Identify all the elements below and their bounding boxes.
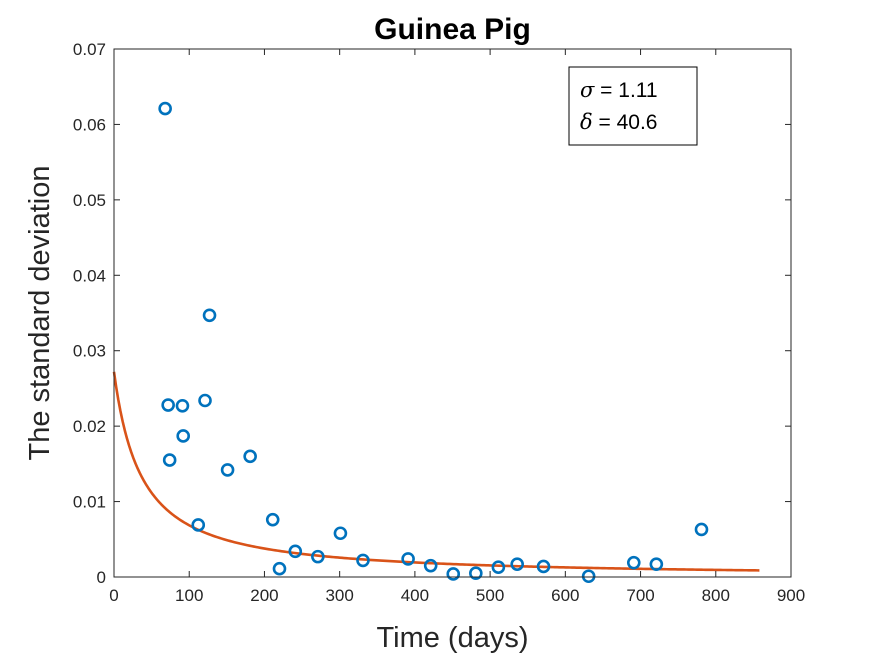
- data-point: [536, 559, 551, 574]
- data-point: [220, 463, 235, 477]
- sigma-value: = 1.11: [594, 79, 657, 102]
- annotation-box: σ = 1.11 δ = 40.6: [568, 66, 698, 146]
- data-point: [649, 557, 664, 571]
- y-tick-label: 0: [97, 568, 106, 587]
- data-point: [626, 555, 641, 570]
- x-tick-label: 300: [325, 586, 353, 605]
- data-point: [161, 398, 175, 412]
- x-tick-label: 800: [702, 586, 730, 605]
- data-point: [581, 569, 596, 584]
- y-tick-label: 0.02: [73, 417, 106, 436]
- y-axis-title: The standard deviation: [24, 165, 56, 460]
- x-tick-label: 0: [109, 586, 118, 605]
- y-tick-label: 0.01: [73, 493, 106, 512]
- data-point: [243, 449, 257, 464]
- data-point: [401, 552, 415, 566]
- scatter-points-layer: [158, 101, 709, 584]
- x-tick-label: 900: [777, 586, 805, 605]
- axis-ticks-layer: 0 100 200 300 400 500 600 700 800 900 0 0.01 0.02 0.0…: [73, 40, 805, 605]
- data-point: [469, 566, 483, 581]
- data-point: [510, 557, 524, 571]
- x-tick-label: 400: [401, 586, 429, 605]
- data-point: [191, 518, 206, 532]
- data-point: [356, 553, 370, 568]
- annotation-sigma: σ = 1.11: [580, 78, 658, 102]
- axes-box: [113, 48, 792, 578]
- data-point: [333, 526, 348, 541]
- data-point: [158, 101, 172, 116]
- data-point: [176, 429, 191, 443]
- data-point: [175, 398, 190, 413]
- y-tick-label: 0.04: [73, 266, 106, 285]
- data-point: [491, 560, 506, 574]
- chart-title: Guinea Pig: [374, 13, 531, 46]
- data-point: [265, 512, 280, 527]
- sigma-symbol: σ: [580, 78, 595, 102]
- x-tick-label: 200: [250, 586, 278, 605]
- x-tick-label: 600: [551, 586, 579, 605]
- y-tick-label: 0.06: [73, 115, 106, 134]
- data-point: [446, 567, 461, 581]
- y-tick-label: 0.07: [73, 40, 106, 59]
- data-point: [162, 453, 177, 467]
- annotation-delta: δ = 40.6: [580, 110, 657, 134]
- x-tick-label: 700: [626, 586, 654, 605]
- delta-value: = 40.6: [593, 111, 658, 134]
- x-tick-label: 100: [175, 586, 203, 605]
- annotation-frame: [568, 66, 698, 146]
- y-tick-label: 0.03: [73, 342, 106, 361]
- data-point: [202, 308, 217, 323]
- y-tick-label: 0.05: [73, 191, 106, 210]
- data-point: [198, 393, 212, 408]
- data-point: [311, 549, 325, 564]
- delta-symbol: δ: [580, 110, 593, 134]
- data-point: [272, 561, 287, 576]
- x-axis-title: Time (days): [377, 622, 529, 654]
- data-point: [694, 522, 709, 537]
- data-point: [423, 558, 438, 573]
- data-point: [288, 544, 303, 559]
- x-tick-label: 500: [476, 586, 504, 605]
